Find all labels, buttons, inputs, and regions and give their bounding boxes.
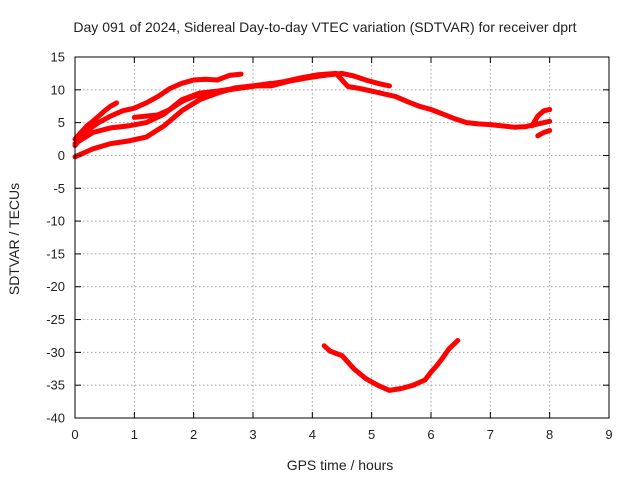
y-tick-label: 0: [58, 148, 65, 163]
y-tick-label: 15: [51, 50, 65, 65]
plot-frame: [74, 56, 610, 419]
y-tick-label: -15: [46, 246, 65, 261]
y-tick-label: -25: [46, 312, 65, 327]
series-arc-5: [131, 70, 553, 130]
series-arc-4: [72, 70, 392, 160]
x-tick-label: 4: [309, 427, 316, 442]
y-axis-label: SDTVAR / TECUs: [6, 183, 22, 295]
series-arc-1: [72, 100, 119, 142]
x-tick-label: 3: [249, 427, 256, 442]
series-arc-2: [72, 71, 244, 149]
x-tick-label: 0: [71, 427, 78, 442]
y-tick-label: -35: [46, 378, 65, 393]
x-tick-label: 5: [368, 427, 375, 442]
x-tick-label: 7: [487, 427, 494, 442]
y-tick-label: -40: [46, 411, 65, 426]
chart-title: Day 091 of 2024, Sidereal Day-to-day VTE…: [73, 19, 576, 35]
y-tick-label: -30: [46, 345, 65, 360]
y-tick-label: -5: [53, 181, 65, 196]
y-tick-label: 5: [58, 115, 65, 130]
x-tick-label: 2: [190, 427, 197, 442]
x-axis-label: GPS time / hours: [287, 457, 394, 473]
series-arc-7: [535, 128, 553, 139]
series-arc-6: [529, 107, 553, 129]
x-tick-label: 1: [131, 427, 138, 442]
y-tick-label: -10: [46, 214, 65, 229]
grid-lines: [75, 57, 609, 418]
axis-ticks: 0 1 2 3 4 5 6 7 8 9 15 10 5 0 -5 -10 -15 -20 -25 -30 -35 -40: [46, 50, 612, 443]
x-tick-label: 6: [427, 427, 434, 442]
series-arc-8: [321, 338, 461, 393]
x-tick-label: 8: [546, 427, 553, 442]
y-tick-label: -20: [46, 279, 65, 294]
y-tick-label: 10: [51, 82, 65, 97]
x-tick-label: 9: [605, 427, 612, 442]
data-series: [72, 70, 553, 393]
